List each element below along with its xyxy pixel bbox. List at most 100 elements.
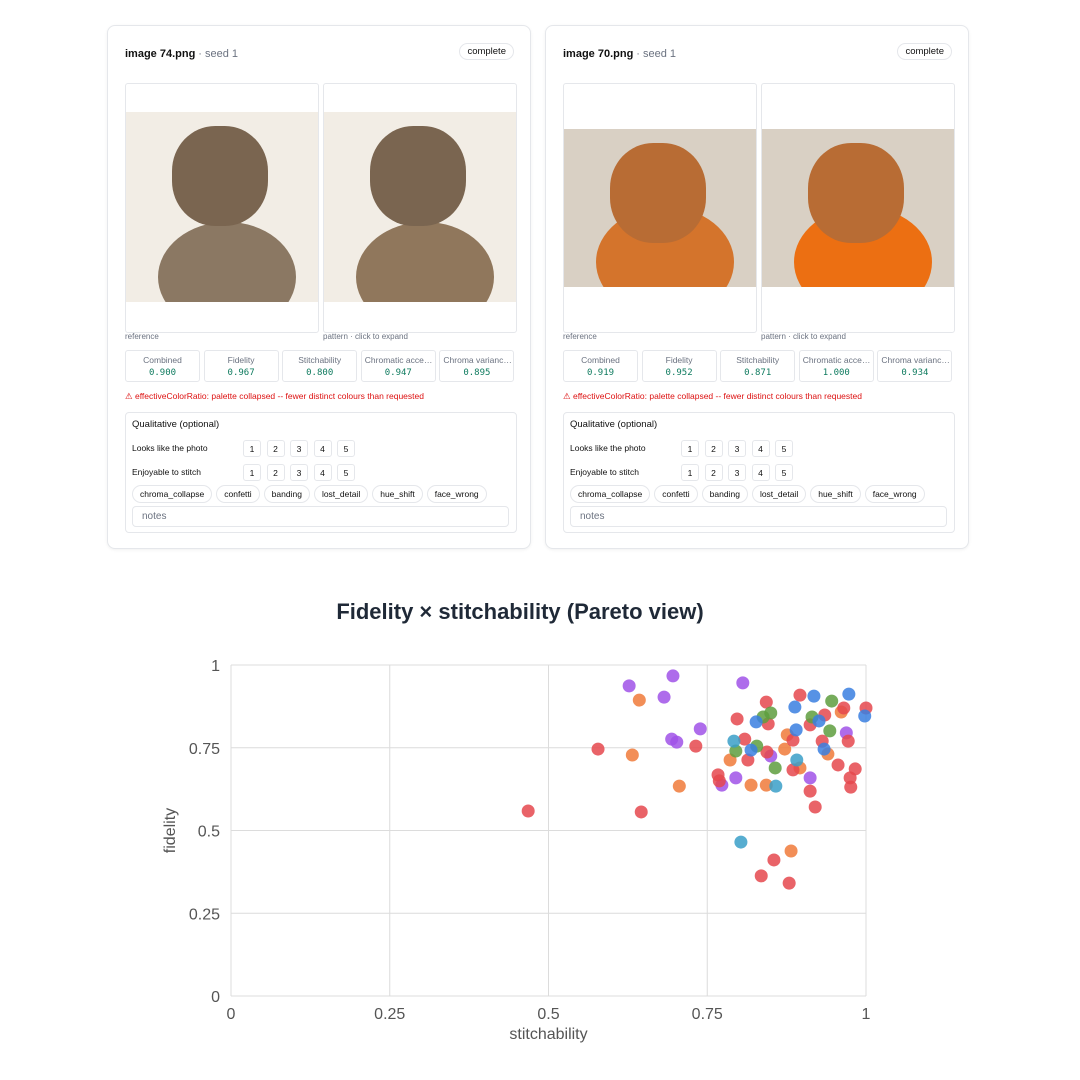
point [693, 722, 707, 736]
status-badge: complete [459, 43, 514, 60]
rating-option[interactable]: 2 [266, 463, 285, 481]
tag[interactable]: lost_detail [313, 485, 369, 503]
metric-value: 0.900 [148, 368, 177, 378]
tag[interactable]: banding [263, 485, 310, 503]
point [744, 778, 758, 792]
point [727, 734, 741, 748]
point [657, 690, 671, 704]
seed: · seed 1 [636, 48, 677, 60]
point [666, 669, 680, 683]
rating-label: Enjoyable to stitch [570, 466, 639, 477]
rating-option[interactable]: 1 [681, 463, 699, 481]
rating-option[interactable]: 2 [704, 463, 723, 481]
metric-label: Stitchability [298, 355, 342, 365]
tag[interactable]: hue_shift [372, 485, 423, 503]
rating-option[interactable]: 4 [313, 440, 332, 457]
rating-option[interactable]: 1 [243, 440, 261, 457]
seed: · seed 1 [198, 48, 239, 60]
point [625, 748, 639, 762]
rating-option[interactable]: 4 [313, 463, 332, 481]
notes-input[interactable]: notes [570, 506, 947, 527]
rating-option[interactable]: 5 [775, 463, 793, 481]
point [729, 744, 743, 758]
rating-option[interactable]: 4 [751, 463, 770, 481]
point [837, 701, 851, 715]
rating-option[interactable]: 3 [290, 440, 308, 457]
subject-head [370, 126, 466, 226]
point [689, 739, 703, 753]
tag[interactable]: banding [701, 485, 748, 503]
pattern-caption: pattern · click to expand [761, 332, 846, 341]
rating-option[interactable]: 2 [704, 440, 723, 457]
pattern-caption: pattern · click to expand [323, 332, 408, 341]
metric-value: 0.895 [463, 368, 491, 378]
point [672, 779, 686, 793]
tag[interactable]: hue_shift [810, 485, 861, 503]
tag[interactable]: confetti [654, 485, 698, 503]
reference-image [125, 83, 319, 333]
qualitative-panel: Qualitative (optional) Looks like the pho… [125, 412, 517, 533]
pattern-image[interactable] [761, 83, 955, 333]
photo [564, 129, 756, 287]
metric: Chroma varianc… 0.895 [439, 350, 515, 382]
rating-option[interactable]: 1 [243, 463, 261, 481]
point [634, 805, 648, 819]
rating-option[interactable]: 3 [728, 463, 746, 481]
point [793, 688, 807, 702]
point [736, 676, 750, 690]
rating-option[interactable]: 3 [728, 440, 746, 457]
tag-list: chroma_collapse confetti banding lost_detai… [132, 485, 487, 503]
metric: Stitchability 0.871 [720, 350, 796, 382]
reference-image [563, 83, 757, 333]
photo [762, 129, 954, 287]
tag[interactable]: chroma_collapse [570, 485, 651, 503]
point [786, 733, 800, 747]
metric-value: 0.871 [744, 368, 772, 378]
tag[interactable]: lost_detail [751, 485, 807, 503]
card-header: image 74.png · seed 1 [125, 44, 238, 62]
metric-label: Combined [143, 355, 182, 365]
metric-value: 0.947 [384, 368, 412, 378]
metric: Combined 0.919 [563, 350, 638, 382]
point [754, 869, 768, 883]
notes-input[interactable]: notes [132, 506, 509, 527]
rating-option[interactable]: 2 [266, 440, 285, 457]
y-tick-label: 0.75 [189, 741, 220, 758]
point [759, 778, 773, 792]
point [803, 784, 817, 798]
rating-option[interactable]: 5 [775, 440, 793, 457]
rating-option[interactable]: 5 [337, 440, 355, 457]
point [825, 694, 839, 708]
photo [324, 112, 516, 302]
metric-value: 0.800 [306, 368, 334, 378]
point [734, 835, 748, 849]
pattern-image[interactable] [323, 83, 517, 333]
point [768, 761, 782, 775]
point [591, 742, 605, 756]
x-tick-label: 0.5 [537, 1006, 559, 1023]
tag[interactable]: face_wrong [426, 485, 487, 503]
point [817, 742, 831, 756]
reference-caption: reference [563, 332, 597, 341]
rating-option[interactable]: 5 [337, 463, 355, 481]
metric-label: Chromatic acce… [802, 355, 871, 365]
point [521, 804, 535, 818]
metric-value: 0.919 [586, 368, 615, 378]
tag[interactable]: chroma_collapse [132, 485, 213, 503]
metric: Combined 0.900 [125, 350, 200, 382]
tag[interactable]: face_wrong [864, 485, 925, 503]
metric-value: 0.952 [665, 368, 693, 378]
y-tick-label: 0.5 [198, 824, 220, 841]
point [844, 780, 858, 794]
rating-option[interactable]: 4 [751, 440, 770, 457]
rating-option[interactable]: 1 [681, 440, 699, 457]
tag-list: chroma_collapse confetti banding lost_detai… [570, 485, 925, 503]
metric-value: 0.934 [901, 368, 929, 378]
metric: Chromatic acce… 0.947 [360, 350, 436, 382]
tag[interactable]: confetti [216, 485, 260, 503]
rating-option[interactable]: 3 [290, 463, 308, 481]
rating-label: Looks like the photo [570, 443, 646, 453]
subject-head [610, 143, 706, 243]
qualitative-title: Qualitative (optional) [132, 419, 220, 430]
